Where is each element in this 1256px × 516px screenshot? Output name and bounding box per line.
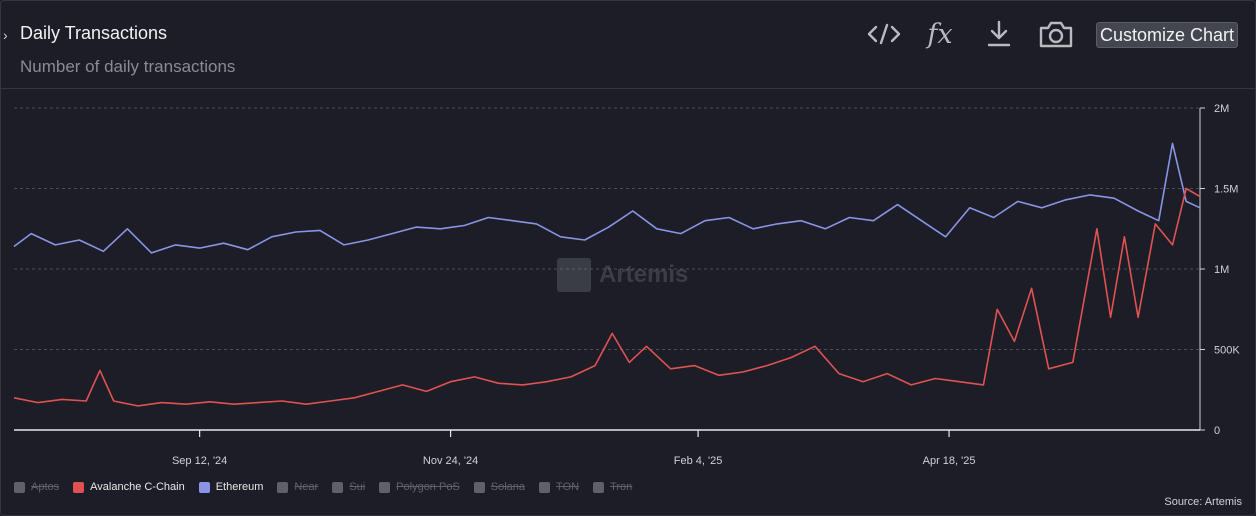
legend-swatch [379,481,391,493]
legend-swatch [14,481,25,493]
legend-item-tron[interactable]: Tron [593,481,632,493]
artemis-logo-icon [557,258,591,292]
legend-label: Avalanche C-Chain [90,481,185,493]
legend-item-ton[interactable]: TON [539,481,579,493]
watermark-text: Artemis [599,261,689,288]
legend-item-near[interactable]: Near [277,481,318,493]
legend-label: Near [294,481,319,493]
series-line-avalanche-c-chain [13,187,1201,407]
legend-swatch [539,481,551,493]
legend-label: Sui [349,481,366,493]
legend-label: Tron [610,481,633,493]
legend-item-solana[interactable]: Solana [473,481,526,493]
y-tick-label: 0 [1214,425,1220,437]
chart-header: › Daily Transactions Number of daily tra… [0,0,1256,89]
legend-swatch [473,481,485,493]
legend-item-aptos[interactable]: Aptos [14,481,59,493]
customize-chart-button[interactable]: Customize Chart [1096,22,1238,48]
x-tick-label: Sep 12, '24 [172,455,227,467]
legend-item-avalanche-c-chain[interactable]: Avalanche C-Chain [73,481,185,493]
chart-legend: Aptos Avalanche C-Chain Ethereum Near Sui Pol… [14,481,632,493]
x-tick-label: Feb 4, '25 [674,455,723,467]
series-line-ethereum [13,142,1201,254]
legend-item-ethereum[interactable]: Ethereum [198,481,264,493]
line-chart: 0 500K 1M 1.5M 2M Sep 12, '24 Nov 24, '24 Feb 4… [13,103,1240,467]
x-tick-label: Nov 24, '24 [423,455,478,467]
y-tick-label: 500K [1214,345,1240,357]
fx-icon[interactable]: fx [920,14,960,54]
legend-label: TON [556,481,580,493]
chart-subtitle: Number of daily transactions [20,57,236,76]
code-icon[interactable] [864,14,904,54]
download-icon[interactable] [979,14,1019,54]
legend-swatch [73,481,85,493]
artemis-watermark: Artemis [557,258,688,292]
camera-icon[interactable] [1036,14,1076,54]
collapse-chevron-icon[interactable]: › [3,27,8,43]
legend-label: Solana [490,481,526,493]
y-tick-label: 2M [1214,103,1229,115]
legend-swatch [332,481,344,493]
source-note: Source: Artemis [1164,496,1242,508]
legend-swatch [593,481,605,493]
chart-title: Daily Transactions [20,23,168,43]
legend-label: Ethereum [215,481,264,493]
legend-swatch [198,481,210,493]
legend-label: Aptos [31,481,60,493]
fx-label: fx [927,18,953,50]
y-tick-label: 1.5M [1214,184,1238,196]
legend-item-polygon-pos[interactable]: Polygon PoS [379,481,460,493]
legend-label: Polygon PoS [396,481,460,493]
x-tick-label: Apr 18, '25 [923,455,976,467]
legend-item-sui[interactable]: Sui [332,481,365,493]
y-tick-label: 1M [1214,264,1229,276]
legend-swatch [277,481,289,493]
